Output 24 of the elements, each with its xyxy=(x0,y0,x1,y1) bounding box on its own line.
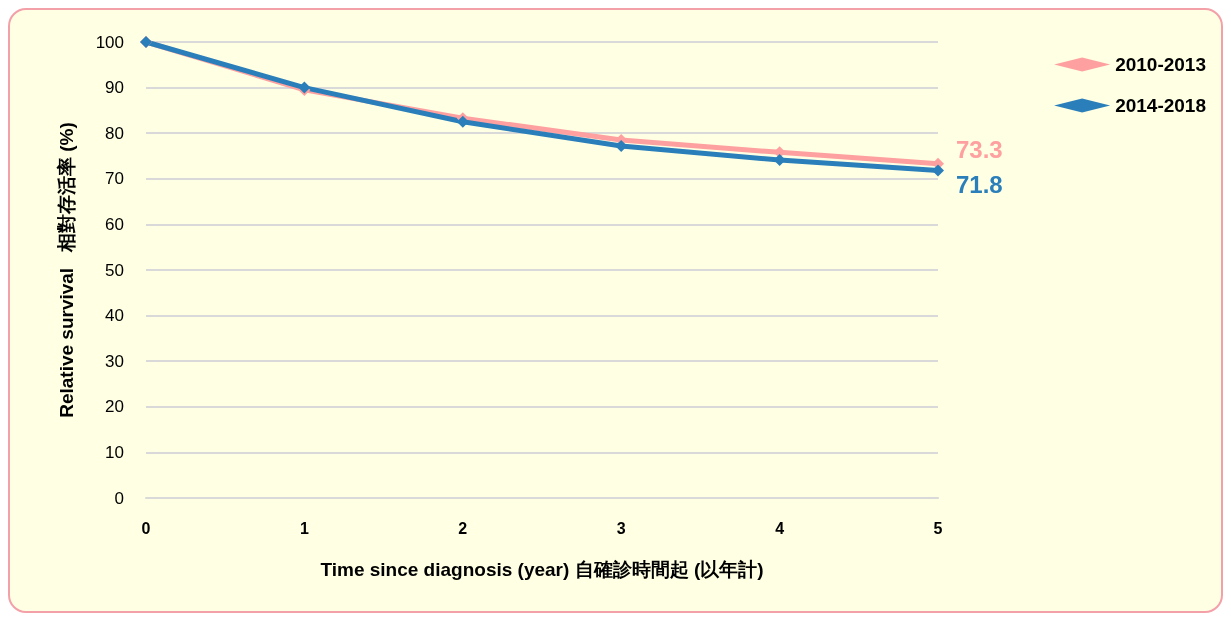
x-tick-label: 3 xyxy=(616,519,626,537)
point xyxy=(932,164,944,177)
y-tick-label: 100 xyxy=(95,32,124,52)
y-tick-label: 10 xyxy=(105,442,124,462)
data-label: 71.8 xyxy=(956,171,1003,199)
y-tick-label: 90 xyxy=(105,78,124,98)
y-tick-label: 60 xyxy=(105,214,124,234)
x-tick-label: 1 xyxy=(299,519,309,537)
x-tick-label: 0 xyxy=(141,519,151,537)
legend-label: 2014-2018 xyxy=(1115,95,1207,116)
legend-label: 2010-2013 xyxy=(1115,54,1207,75)
y-axis-title: Relative survival 相對存活率 (%) xyxy=(56,122,77,418)
y-tick-label: 0 xyxy=(114,488,124,508)
y-tick-label: 40 xyxy=(105,306,124,326)
x-tick-label: 2 xyxy=(458,519,468,537)
x-tick-label: 4 xyxy=(775,519,785,537)
y-tick-label: 80 xyxy=(105,123,124,143)
y-tick-label: 20 xyxy=(105,397,124,417)
y-tick-label: 30 xyxy=(105,351,124,371)
x-axis-title: Time since diagnosis (year) 自確診時間起 (以年計) xyxy=(320,559,764,580)
y-tick-label: 70 xyxy=(105,169,124,189)
data-label: 73.3 xyxy=(956,136,1003,164)
x-tick-label: 5 xyxy=(933,519,943,537)
y-tick-label: 50 xyxy=(105,260,124,280)
